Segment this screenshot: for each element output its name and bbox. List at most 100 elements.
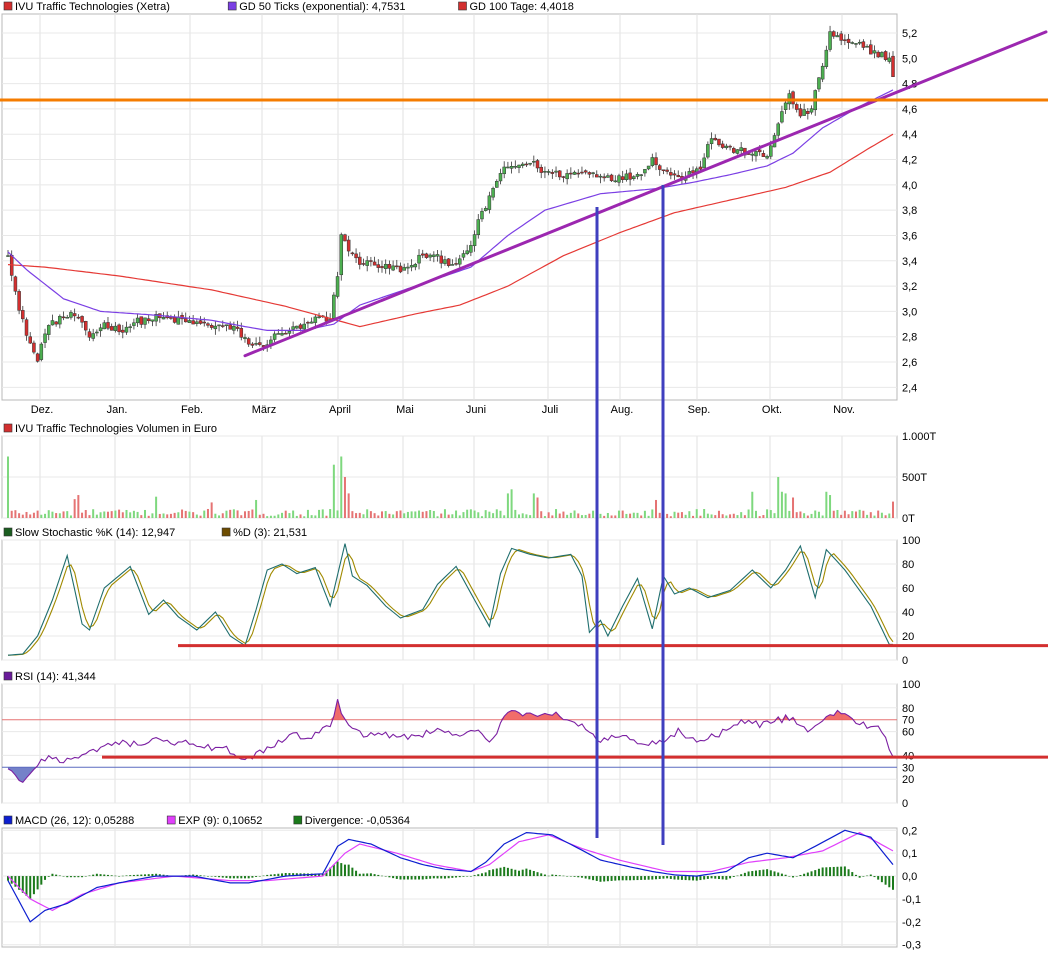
divergence-bar — [803, 873, 806, 877]
divergence-bar — [40, 876, 43, 885]
candle-body — [620, 176, 625, 180]
divergence-bar — [717, 876, 720, 880]
volume-bar — [199, 515, 202, 518]
volume-bar — [177, 512, 180, 518]
divergence-bar — [758, 870, 761, 877]
volume-bar — [292, 510, 295, 518]
divergence-bar — [44, 876, 47, 880]
candle-body — [195, 321, 199, 324]
candle-body — [639, 174, 643, 176]
volume-bar — [62, 511, 65, 518]
volume-bar — [129, 512, 132, 518]
candle-body — [202, 321, 207, 324]
candle-body — [161, 317, 166, 320]
price-y-tick-label: 3,8 — [902, 205, 917, 217]
candle-body — [517, 164, 521, 168]
volume-bar — [295, 515, 298, 518]
volume-bar — [636, 512, 639, 518]
volume-bar — [762, 515, 765, 518]
volume-bar — [706, 513, 709, 518]
divergence-bar — [610, 876, 613, 881]
candle-body — [258, 342, 262, 345]
volume-bar — [466, 509, 469, 518]
volume-bar — [625, 513, 628, 518]
candle-body — [443, 259, 447, 264]
x-tick-label: März — [252, 404, 276, 416]
volume-bar — [799, 511, 802, 518]
price-y-tick-label: 3,4 — [902, 256, 917, 268]
price-legend-label-0: IVU Traffic Technologies (Xetra) — [15, 1, 170, 13]
volume-bar — [395, 511, 398, 518]
divergence-bar — [736, 875, 739, 877]
divergence-bar — [543, 874, 546, 877]
volume-bar — [884, 515, 887, 518]
divergence-bar — [784, 874, 787, 877]
volume-bar — [147, 515, 150, 518]
x-tick-label: Mai — [396, 404, 414, 416]
volume-bar — [51, 511, 54, 518]
candle-body — [298, 324, 303, 329]
candle-body — [69, 312, 73, 318]
divergence-bar — [332, 864, 335, 877]
divergence-bar — [351, 867, 354, 877]
candle-body — [98, 327, 103, 332]
divergence-bar — [684, 876, 687, 881]
volume-bar — [688, 511, 691, 518]
divergence-bar — [777, 872, 780, 877]
volume-bar — [784, 493, 787, 518]
volume-bar — [347, 493, 350, 518]
candle-body — [702, 157, 706, 169]
candle-body — [72, 313, 77, 317]
volume-legend-swatch-0 — [3, 423, 13, 433]
divergence-bar — [251, 876, 254, 878]
volume-bar — [692, 515, 695, 518]
volume-bar — [729, 514, 732, 518]
volume-bar — [355, 513, 358, 518]
divergence-bar — [688, 876, 691, 881]
divergence-bar — [706, 876, 709, 879]
candle-body — [380, 266, 384, 269]
candle-body — [17, 291, 21, 311]
volume-bar — [640, 515, 643, 518]
volume-bar — [532, 493, 535, 518]
price-legend-swatch-0 — [3, 1, 13, 11]
divergence-bar — [873, 876, 876, 878]
volume-bar — [284, 510, 287, 518]
price-y-tick-label: 2,6 — [902, 357, 917, 369]
volume-bar — [377, 515, 380, 518]
divergence-bar — [643, 876, 646, 880]
candle-body — [424, 253, 429, 258]
volume-bar — [340, 456, 343, 518]
divergence-bar — [521, 869, 524, 877]
divergence-bar — [292, 873, 295, 877]
candle-body — [254, 343, 258, 345]
volume-bar — [673, 511, 676, 518]
volume-bar — [240, 515, 243, 518]
volume-bar — [406, 511, 409, 518]
divergence-bar — [110, 875, 113, 877]
volume-bar — [743, 515, 746, 518]
divergence-bar — [854, 874, 857, 877]
macd-panel-frame — [1, 827, 898, 948]
volume-bar — [617, 510, 620, 518]
divergence-bar — [225, 876, 228, 878]
candle-body — [283, 332, 288, 335]
volume-bar — [388, 513, 391, 518]
volume-bar — [651, 509, 654, 518]
divergence-bar — [206, 876, 209, 877]
volume-bar — [32, 512, 35, 518]
volume-bar — [21, 514, 24, 518]
volume-bar — [310, 515, 313, 518]
divergence-bar — [210, 876, 213, 877]
macd-y-tick-label: 0,1 — [902, 848, 917, 860]
candle-body — [295, 325, 299, 329]
volume-bar — [821, 515, 824, 518]
candle-body — [398, 265, 403, 273]
divergence-bar — [877, 876, 880, 880]
volume-bar — [503, 515, 506, 518]
divergence-bar — [399, 876, 402, 880]
volume-bar — [399, 510, 402, 518]
candle-body — [806, 111, 810, 114]
volume-bar — [736, 515, 739, 518]
price-y-tick-label: 4,0 — [902, 180, 917, 192]
